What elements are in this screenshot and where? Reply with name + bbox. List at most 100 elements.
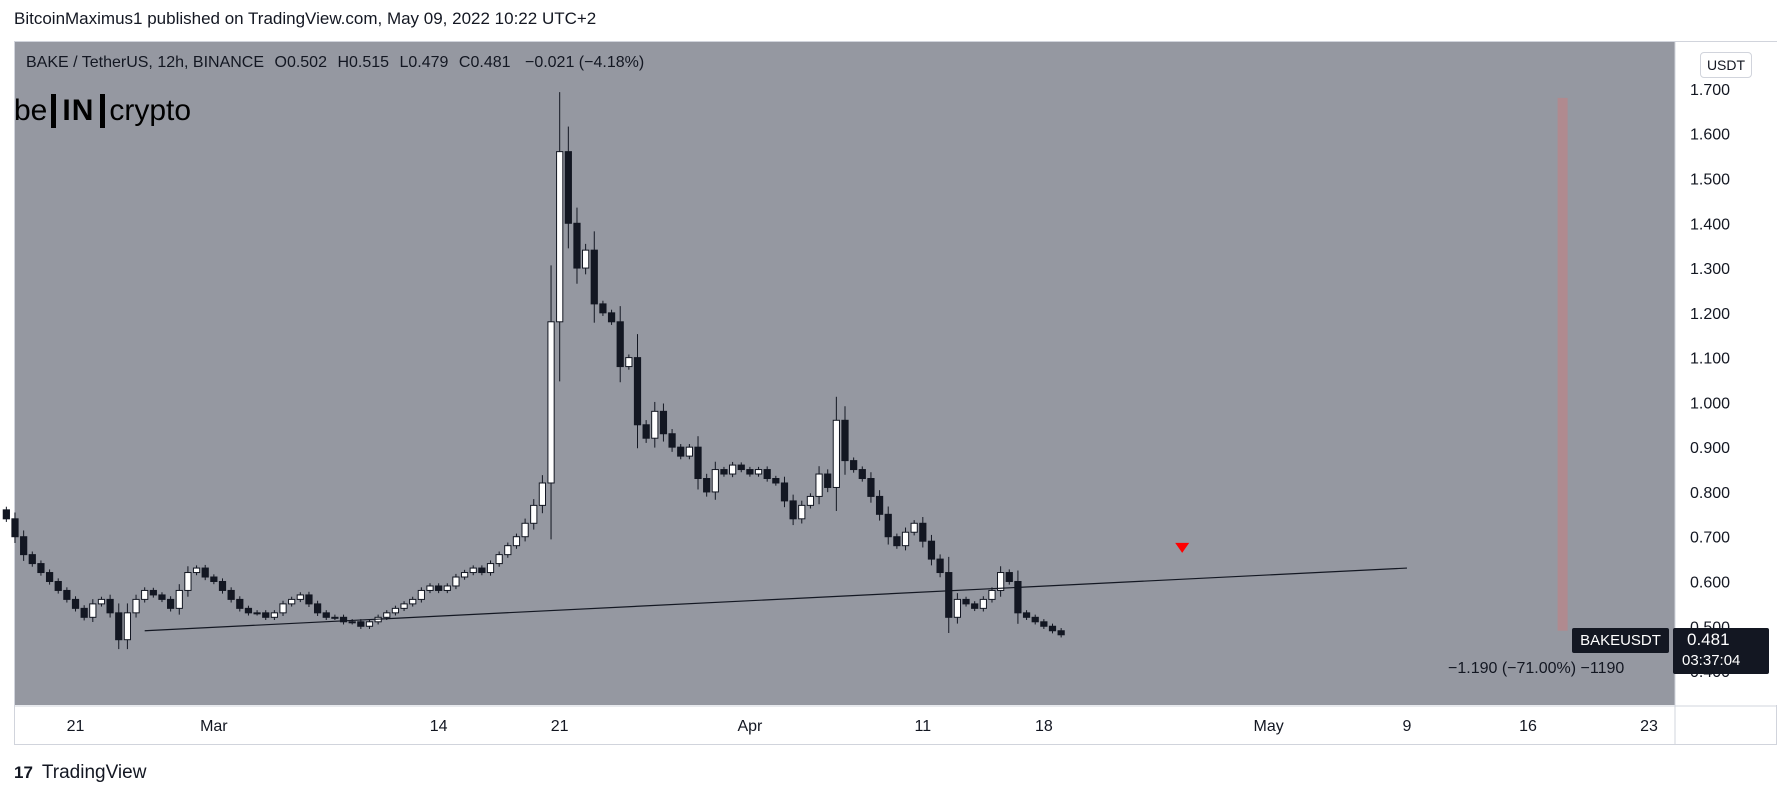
candle	[720, 466, 728, 477]
candle	[668, 429, 676, 452]
candle	[227, 587, 235, 603]
candle	[1022, 610, 1031, 620]
candle	[875, 490, 884, 521]
candle	[512, 533, 521, 549]
candle-body-down	[824, 473, 832, 488]
candle-body-down	[201, 567, 209, 578]
candle-body-down	[63, 589, 71, 600]
y-tick-label: 1.500	[1690, 172, 1730, 189]
candle-body-down	[339, 616, 348, 623]
candle-body-down	[893, 536, 901, 547]
candle	[962, 596, 970, 607]
change-value: −0.021 (−4.18%)	[524, 54, 645, 71]
candle-body-down	[607, 312, 616, 323]
candle-body-down	[1014, 580, 1022, 614]
candle-body-down	[677, 446, 685, 457]
x-tick-label: 18	[1035, 718, 1053, 735]
candle	[504, 542, 512, 558]
candle	[158, 592, 166, 603]
candle-body-up	[132, 598, 140, 614]
bar-countdown: 03:37:04	[1682, 652, 1741, 669]
candle-body-up	[798, 504, 806, 520]
candle-body-up	[495, 554, 503, 565]
candle-body-up	[901, 531, 910, 547]
candle-body-up	[556, 151, 564, 323]
candle-body-up	[504, 545, 512, 556]
support-trendline	[144, 567, 1408, 632]
candle-body-down	[564, 151, 572, 224]
candle	[642, 420, 650, 443]
candle-body-down	[919, 522, 927, 542]
candle-body-up	[979, 598, 987, 609]
candle	[556, 92, 564, 382]
candle-body-down	[218, 580, 227, 591]
high-value: 0.515	[349, 54, 390, 71]
candle-body-down	[763, 469, 771, 480]
candle-body-up	[417, 589, 425, 600]
candle	[331, 614, 339, 620]
candle	[192, 565, 201, 576]
candle-body-up	[443, 585, 451, 591]
candle-body-down	[642, 424, 650, 439]
candle-body-down	[720, 469, 728, 475]
candle-body-up	[988, 589, 996, 600]
candle	[599, 300, 607, 316]
candle	[884, 506, 892, 545]
candle	[815, 466, 823, 505]
y-tick-label: 1.400	[1690, 216, 1730, 233]
candle	[132, 594, 140, 618]
candle	[728, 461, 737, 478]
candle-body-up	[685, 446, 693, 457]
candle-body-down	[1040, 621, 1048, 627]
beincrypto-logo: be IN crypto	[14, 94, 191, 128]
candle	[694, 436, 702, 490]
x-tick-label: 11	[915, 718, 932, 735]
candle-body-up	[97, 598, 106, 605]
candle-body-up	[815, 473, 823, 497]
candle	[115, 603, 123, 650]
currency-badge[interactable]: USDT	[1700, 52, 1752, 78]
candle	[322, 610, 330, 620]
candle	[20, 530, 28, 561]
candle	[253, 610, 261, 616]
x-tick-label: 21	[551, 718, 569, 735]
candle	[538, 475, 547, 514]
candle-body-up	[184, 572, 192, 591]
candle	[651, 401, 659, 448]
candle-body-down	[962, 598, 970, 605]
candle-body-down	[599, 303, 607, 314]
candle	[426, 583, 434, 594]
candle-body-down	[158, 594, 166, 600]
tradingview-footer[interactable]: 17 TradingView	[14, 762, 146, 784]
candle	[63, 587, 71, 603]
candle-body-down	[780, 482, 789, 502]
x-tick-label: 21	[67, 718, 85, 735]
candle	[339, 614, 348, 625]
symbol-ohlc-line: BAKE / TetherUS, 12h, BINANCE O0.502 H0.…	[26, 54, 644, 72]
publisher-header: BitcoinMaximus1 published on TradingView…	[14, 9, 597, 28]
candle	[452, 573, 460, 590]
candle-body-down	[659, 410, 668, 435]
candle	[832, 396, 840, 511]
candle	[625, 354, 633, 370]
candle-body-up	[910, 522, 918, 533]
candle	[806, 493, 815, 509]
candle-body-up	[651, 410, 659, 439]
candle-body-down	[210, 576, 218, 582]
candle-body-up	[296, 594, 304, 600]
candle	[659, 403, 668, 442]
low-label: L	[399, 54, 409, 71]
y-tick-label: 1.100	[1690, 351, 1730, 368]
x-tick-label: 9	[1403, 718, 1412, 735]
candle	[313, 600, 322, 616]
candle-body-down	[746, 469, 754, 475]
candle-body-up	[400, 603, 408, 609]
candle-body-up	[582, 249, 590, 269]
candle	[357, 619, 365, 629]
logo-text-middle: IN	[51, 94, 106, 128]
candle-body-down	[11, 518, 19, 538]
logo-text-left: be	[14, 94, 48, 127]
candle	[495, 551, 503, 567]
y-tick-label: 0.600	[1690, 574, 1730, 591]
